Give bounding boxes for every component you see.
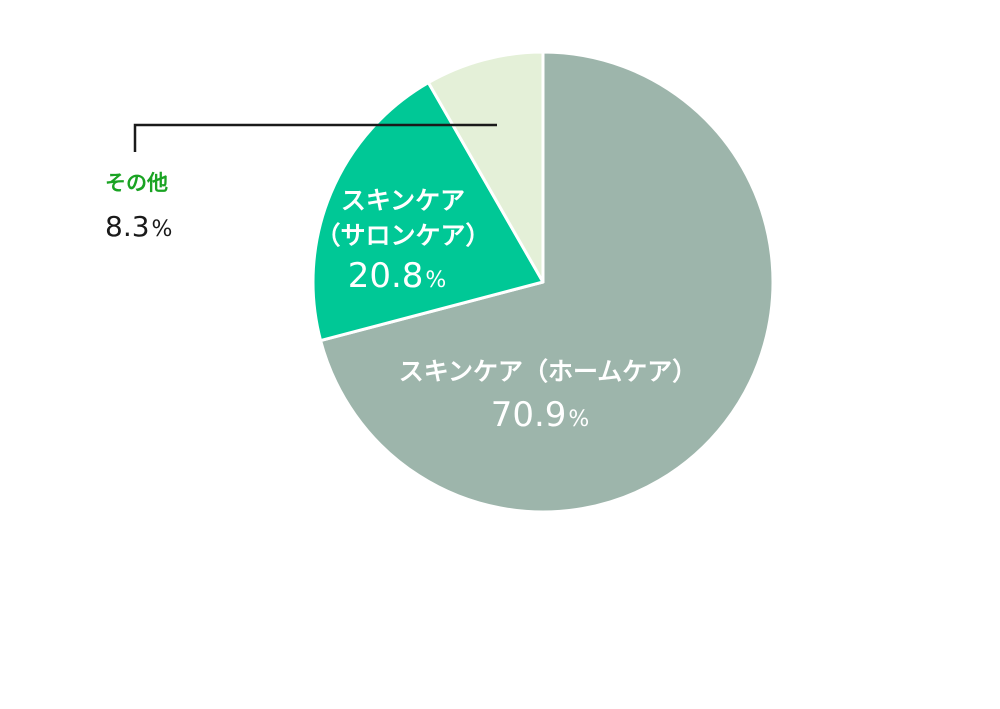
value-number: 8.3	[105, 210, 150, 243]
pie-slice-home-care	[319, 50, 775, 514]
slice-label-other: その他	[105, 171, 168, 195]
value-number: 70.9	[491, 395, 567, 435]
value-number: 20.8	[348, 256, 424, 296]
pie-slice-other	[426, 50, 545, 284]
leader-line-other	[133, 123, 497, 152]
percent-unit: %	[152, 217, 173, 242]
pie-slice-salon-care	[311, 81, 545, 343]
slice-label-home-care: スキンケア（ホームケア）	[399, 357, 698, 386]
percent-unit: %	[568, 407, 589, 432]
slice-label-salon-care-line1: スキンケア	[341, 186, 465, 215]
slice-label-salon-care-line2: （サロンケア）	[315, 221, 490, 250]
slice-value-home-care: 70.9%	[491, 395, 590, 435]
slice-value-salon-care: 20.8%	[348, 256, 447, 296]
percent-unit: %	[425, 268, 446, 293]
slice-value-other: 8.3%	[105, 210, 172, 243]
